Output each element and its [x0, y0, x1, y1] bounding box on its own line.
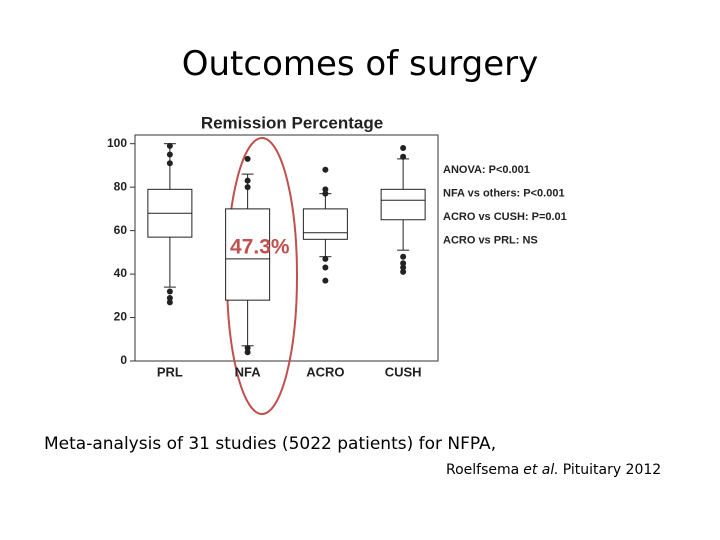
- outlier: [400, 260, 407, 267]
- slide-title: Outcomes of surgery: [181, 44, 539, 84]
- box: [380, 188, 426, 221]
- x-tick-label: CUSH: [385, 364, 422, 379]
- outlier: [244, 177, 251, 184]
- outlier: [244, 349, 251, 356]
- outlier: [166, 151, 173, 158]
- chart-title: Remission Percentage: [201, 113, 383, 132]
- outlier: [322, 186, 329, 193]
- annotation: ACRO vs CUSH: P=0.01: [443, 211, 567, 223]
- y-tick-label: 60: [114, 223, 128, 237]
- outlier: [322, 166, 329, 173]
- outlier: [400, 264, 407, 271]
- box: [225, 208, 271, 301]
- outlier: [166, 160, 173, 167]
- outlier: [400, 145, 407, 152]
- outlier: [244, 344, 251, 351]
- y-tick-label: 0: [120, 353, 127, 367]
- box: [302, 208, 348, 240]
- x-tick-label: ACRO: [306, 364, 344, 379]
- outlier: [166, 288, 173, 295]
- outlier: [322, 264, 329, 271]
- outlier: [400, 253, 407, 260]
- outlier: [400, 153, 407, 160]
- citation: Roelfsema et al. Pituitary 2012: [446, 462, 665, 478]
- outlier: [166, 142, 173, 149]
- outlier: [322, 277, 329, 284]
- y-tick-label: 40: [114, 266, 128, 280]
- citation-source: Pituitary 2012: [562, 462, 662, 478]
- outlier: [244, 184, 251, 191]
- y-tick-label: 80: [114, 179, 128, 193]
- x-tick-label: NFA: [235, 364, 262, 379]
- caption: Meta-analysis of 31 studies (5022 patien…: [44, 434, 497, 454]
- outlier: [244, 155, 251, 162]
- y-tick-label: 100: [107, 136, 127, 150]
- outlier: [322, 190, 329, 197]
- outlier: [400, 268, 407, 275]
- annotation: ACRO vs PRL: NS: [443, 234, 538, 246]
- outlier: [166, 299, 173, 306]
- outlier: [322, 255, 329, 262]
- citation-author: Roelfsema: [446, 462, 520, 478]
- x-tick-label: PRL: [157, 364, 183, 379]
- highlight-label: 47.3%: [230, 236, 290, 259]
- citation-etal: et al.: [523, 462, 559, 478]
- y-tick-label: 20: [114, 310, 128, 324]
- outlier: [166, 294, 173, 301]
- plot-frame: [134, 134, 439, 362]
- annotation: NFA vs others: P<0.001: [443, 187, 565, 199]
- annotation: ANOVA: P<0.001: [443, 164, 530, 176]
